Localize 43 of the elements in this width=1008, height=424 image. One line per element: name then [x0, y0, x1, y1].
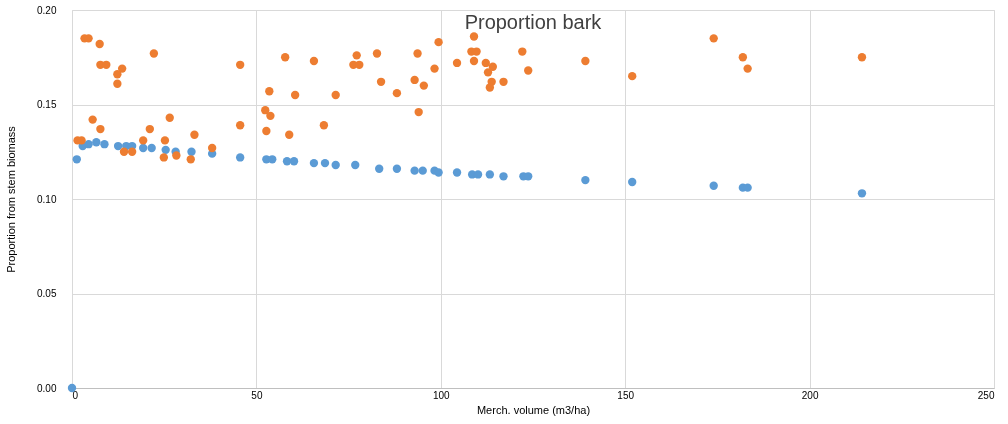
point	[289, 157, 299, 166]
x-tick-label: 50	[251, 389, 263, 401]
point	[331, 160, 340, 170]
point	[351, 160, 360, 170]
point	[628, 177, 637, 187]
point	[309, 158, 319, 168]
point	[709, 181, 718, 190]
point	[499, 172, 508, 181]
point	[581, 175, 590, 185]
point	[268, 155, 277, 164]
x-axis-title: Merch. volume (m3/ha)	[476, 403, 591, 416]
point	[452, 168, 462, 177]
chart-title: Proportion bark	[464, 11, 603, 33]
point	[375, 164, 384, 173]
point	[410, 166, 419, 175]
point	[72, 155, 81, 164]
point	[485, 170, 495, 179]
point	[67, 383, 77, 393]
point	[392, 164, 402, 173]
point	[84, 140, 93, 149]
y-axis-title: Proportion from stem biomass	[5, 125, 18, 273]
x-tick-label: 200	[801, 389, 819, 401]
point	[113, 141, 123, 151]
y-tick-label: 0.05	[37, 288, 57, 299]
point	[434, 168, 443, 177]
y-tick-label: 0.20	[37, 4, 57, 16]
point	[92, 138, 101, 147]
x-tick-label: 250	[977, 389, 995, 401]
point	[857, 189, 867, 198]
point	[187, 147, 196, 156]
y-tick-label: 0.00	[37, 382, 57, 394]
point	[320, 158, 330, 168]
y-tick-label: 0.15	[37, 99, 57, 110]
point	[235, 153, 245, 162]
point	[147, 143, 156, 153]
x-tick-label: 0	[72, 389, 79, 401]
x-tick-label: 100	[432, 389, 451, 401]
x-tick-label: 150	[617, 389, 635, 401]
point	[161, 145, 170, 155]
point	[139, 143, 148, 153]
point	[100, 140, 109, 149]
point	[418, 166, 427, 175]
y-tick-label: 0.10	[37, 193, 57, 205]
